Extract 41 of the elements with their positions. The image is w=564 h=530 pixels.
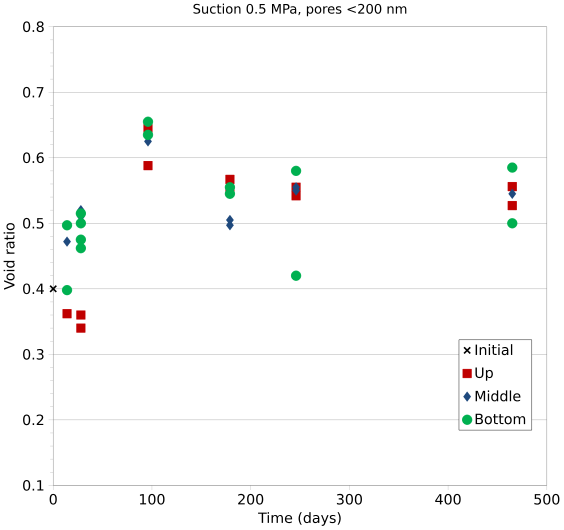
- point: [290, 166, 302, 176]
- legend-label: Initial: [476, 344, 512, 356]
- y-tick-label: 0.8: [23, 22, 44, 32]
- y-tick-label: 0.2: [23, 414, 44, 426]
- point: [76, 310, 86, 320]
- point: [142, 116, 154, 128]
- x-tick-label: 200: [238, 494, 264, 505]
- point: [508, 188, 516, 200]
- x-tick-label: 500: [534, 494, 560, 505]
- point: [76, 208, 86, 219]
- legend-label: Up: [475, 368, 493, 382]
- point: [76, 324, 86, 333]
- point: [142, 130, 154, 140]
- y-tick-label: 0.5: [23, 218, 44, 229]
- point: [507, 218, 518, 229]
- point: [62, 285, 72, 296]
- point: [62, 220, 72, 231]
- y-tick-label: 0.4: [23, 284, 44, 294]
- point: [508, 182, 517, 192]
- y-axis-title: Void ratio: [4, 223, 15, 290]
- point: [76, 218, 86, 229]
- point: [507, 162, 518, 173]
- y-tick-label: 0.7: [23, 87, 44, 98]
- x-axis-title: Time (days): [258, 512, 341, 526]
- point: [63, 236, 71, 248]
- y-tick-label: 0.1: [23, 480, 44, 491]
- legend-label: Middle: [476, 390, 520, 402]
- x-tick-label: 0: [50, 494, 57, 505]
- point: [290, 270, 302, 282]
- chart-title: Suction 0.5 MPa, pores <200 nm: [193, 4, 406, 17]
- y-tick-label: 0.6: [23, 152, 44, 164]
- x-tick-label: 300: [336, 494, 362, 505]
- x-tick-label: 400: [435, 494, 461, 505]
- point: [62, 309, 72, 319]
- y-tick-label: 0.3: [23, 349, 44, 360]
- legend-label: Bottom: [476, 414, 526, 425]
- point: [508, 201, 517, 210]
- x-tick-label: 100: [140, 494, 165, 505]
- point: [49, 285, 58, 293]
- point: [76, 243, 86, 254]
- point: [143, 161, 153, 170]
